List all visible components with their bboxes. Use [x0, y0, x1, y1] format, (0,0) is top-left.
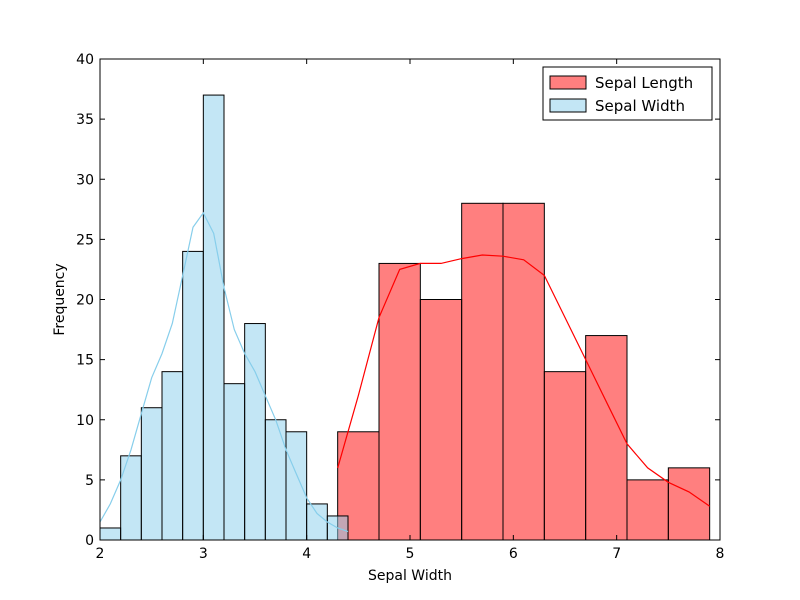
kde-layer: [99, 211, 711, 533]
y-tick-label: 20: [76, 293, 94, 309]
x-tick-label: 5: [406, 546, 415, 562]
legend-label-sepal-length: Sepal Length: [595, 74, 693, 92]
sepal-width-bar: [202, 94, 225, 541]
sepal-length-bar: [378, 262, 421, 541]
sepal-length-bar: [626, 479, 669, 541]
x-tick-label: 6: [509, 546, 518, 562]
sepal-width-bar: [161, 371, 184, 541]
sepal-width-bar: [244, 323, 266, 541]
x-tick-label: 8: [716, 546, 725, 562]
sepal-width-bar: [306, 503, 328, 541]
bars-layer: [99, 94, 711, 541]
y-tick-label: 5: [85, 473, 94, 489]
x-tick-label: 4: [302, 546, 311, 562]
sepal-length-bar: [419, 299, 463, 541]
x-tick-label: 3: [199, 546, 208, 562]
legend-label-sepal-width: Sepal Width: [595, 97, 685, 115]
sepal-length-kde-line: [337, 254, 711, 507]
sepal-width-bar: [223, 383, 246, 541]
y-tick-label: 25: [76, 232, 94, 248]
x-tick-label: 7: [612, 546, 621, 562]
sepal-length-bar: [585, 335, 628, 541]
legend-entries: Sepal Length Sepal Width: [549, 74, 693, 115]
y-tick-label: 0: [85, 533, 94, 549]
legend: Sepal Length Sepal Width: [542, 66, 713, 121]
sepal-width-bar: [120, 455, 142, 541]
sepal-width-bar: [285, 431, 308, 541]
sepal-length-bar: [543, 371, 587, 541]
y-tick-label: 40: [76, 52, 94, 68]
y-tick-label: 30: [76, 172, 94, 188]
sepal-width-kde-line: [99, 211, 349, 533]
y-tick-label: 15: [76, 353, 94, 369]
sepal-width-bar: [140, 407, 163, 541]
legend-swatch-sepal-length: [549, 75, 587, 90]
sepal-length-bar: [502, 202, 545, 541]
x-axis-label: Sepal Width: [368, 568, 452, 584]
ticks-layer: 2 3 4 5 6 7 8 0 5 10 15 20 25 30 35 40: [76, 52, 724, 562]
sepal-length-bar: [461, 202, 504, 541]
legend-swatch-sepal-width: [549, 98, 587, 113]
sepal-width-bar: [264, 419, 287, 541]
sepal-length-bar: [667, 467, 711, 541]
y-tick-label: 35: [76, 112, 94, 128]
sepal-width-bar: [99, 527, 122, 541]
y-axis-label: Frequency: [52, 263, 68, 335]
x-tick-label: 2: [96, 546, 105, 562]
sepal-width-bar: [182, 250, 204, 541]
y-tick-label: 10: [76, 413, 94, 429]
